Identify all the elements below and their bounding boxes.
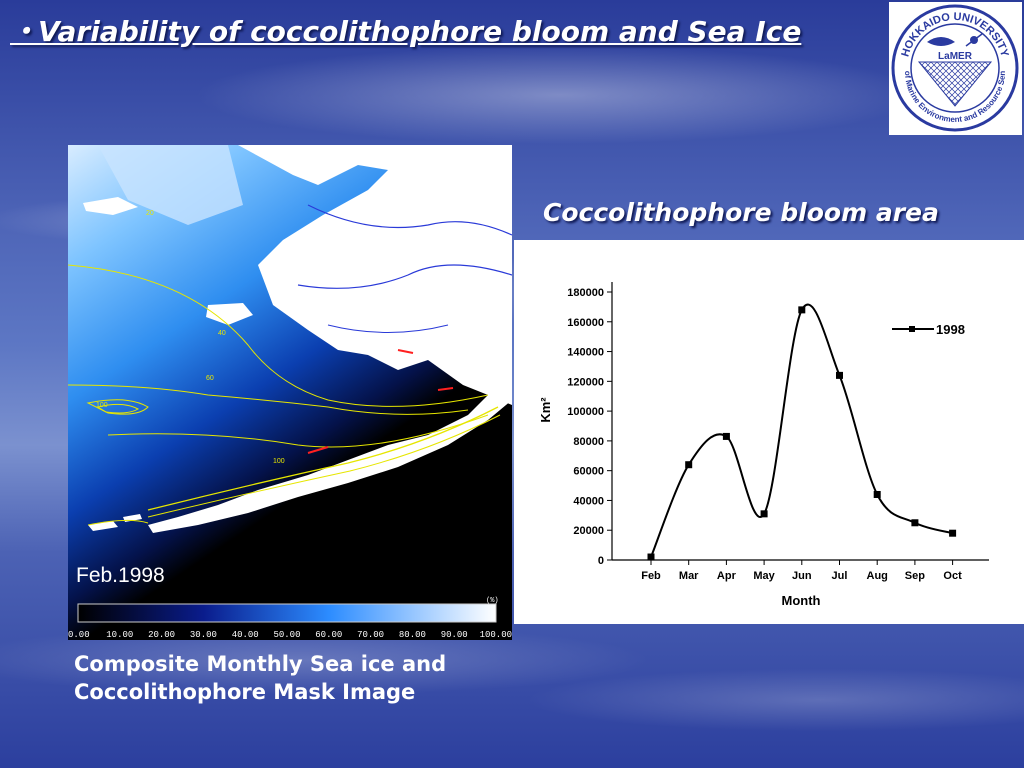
data-point (836, 371, 843, 379)
x-tick-label: Jul (832, 570, 848, 582)
contour-label: 40 (218, 330, 226, 337)
hokkaido-lamer-logo: HOKKAIDO UNIVERSITY Lab of Marine Enviro… (887, 0, 1022, 135)
x-tick-label: Apr (717, 570, 737, 582)
x-tick-label: Aug (867, 570, 888, 582)
x-tick-label: Jun (792, 570, 812, 582)
data-point (760, 510, 768, 518)
colorbar (77, 603, 497, 623)
map-caption-line-1: Composite Monthly Sea ice and (74, 652, 447, 676)
x-tick-label: Oct (943, 570, 962, 582)
bloom-area-chart: 0 20000 40000 60000 80000 100000 120000 140000 1… (514, 240, 1024, 624)
x-tick-label: May (753, 570, 775, 582)
y-tick-label: 60000 (573, 466, 604, 478)
colorbar-tick-label: 50.00 (273, 630, 300, 640)
y-tick-label: 120000 (567, 376, 604, 388)
colorbar-tick-label: 80.00 (399, 630, 426, 640)
y-axis: 0 20000 40000 60000 80000 100000 120000 140000 1… (567, 282, 613, 567)
x-tick-label: Mar (679, 570, 699, 582)
series-line-1998 (650, 303, 953, 558)
y-tick-label: 80000 (573, 436, 604, 448)
sea-ice-map-image: 20 40 60 100 100 Feb.1998 (%) 0.00 10.00 2… (68, 145, 512, 640)
colorbar-tick-label: 10.00 (106, 630, 133, 640)
colorbar-tick-label: 90.00 (441, 630, 468, 640)
colorbar-unit: (%) (486, 597, 499, 605)
map-caption-line-2: Coccolithophore Mask Image (74, 680, 416, 704)
series-points (647, 306, 957, 561)
x-axis: Feb Mar Apr May Jun Jul Aug Sep Oct (612, 559, 989, 582)
data-point (647, 553, 655, 561)
colorbar-tick-label: 30.00 (190, 630, 217, 640)
y-tick-label: 40000 (573, 495, 604, 507)
contour-label: 20 (146, 210, 154, 217)
data-point (685, 461, 693, 469)
contour-label: 60 (206, 375, 214, 382)
colorbar-tick-label: 100.00 (480, 630, 512, 640)
slide-title: ・Variability of coccolithophore bloom an… (10, 15, 802, 48)
y-tick-label: 140000 (567, 347, 604, 359)
chart-legend: 1998 (892, 322, 965, 337)
x-tick-label: Feb (641, 570, 661, 582)
data-point (911, 519, 919, 527)
contour-label: 100 (273, 458, 285, 465)
data-point (798, 306, 806, 314)
colorbar-tick-label: 20.00 (148, 630, 175, 640)
colorbar-tick-label: 0.00 (68, 630, 90, 640)
colorbar-tick-label: 60.00 (315, 630, 342, 640)
map-date-label: Feb.1998 (76, 564, 165, 587)
y-tick-label: 180000 (567, 287, 604, 299)
x-axis-label: Month (782, 593, 821, 608)
map-caption: Composite Monthly Sea ice and Coccolitho… (74, 650, 514, 706)
y-axis-label: Km² (538, 397, 553, 423)
logo-center-text: LaMER (938, 51, 973, 62)
colorbar-tick-label: 70.00 (357, 630, 384, 640)
data-point (722, 432, 730, 440)
colorbar-tick-label: 40.00 (232, 630, 259, 640)
data-point (873, 490, 881, 498)
y-tick-label: 160000 (567, 317, 604, 329)
data-point (949, 529, 957, 537)
contour-label: 100 (96, 402, 108, 409)
colorbar-ticks: 0.00 10.00 20.00 30.00 40.00 50.00 60.00 70.00 8… (68, 630, 512, 640)
y-tick-label: 0 (598, 555, 604, 567)
y-tick-label: 100000 (567, 406, 604, 418)
x-tick-label: Sep (905, 570, 925, 582)
bloom-area-title: Coccolithophore bloom area (543, 198, 939, 227)
legend-label-1998: 1998 (936, 322, 965, 337)
y-tick-label: 20000 (573, 525, 604, 537)
